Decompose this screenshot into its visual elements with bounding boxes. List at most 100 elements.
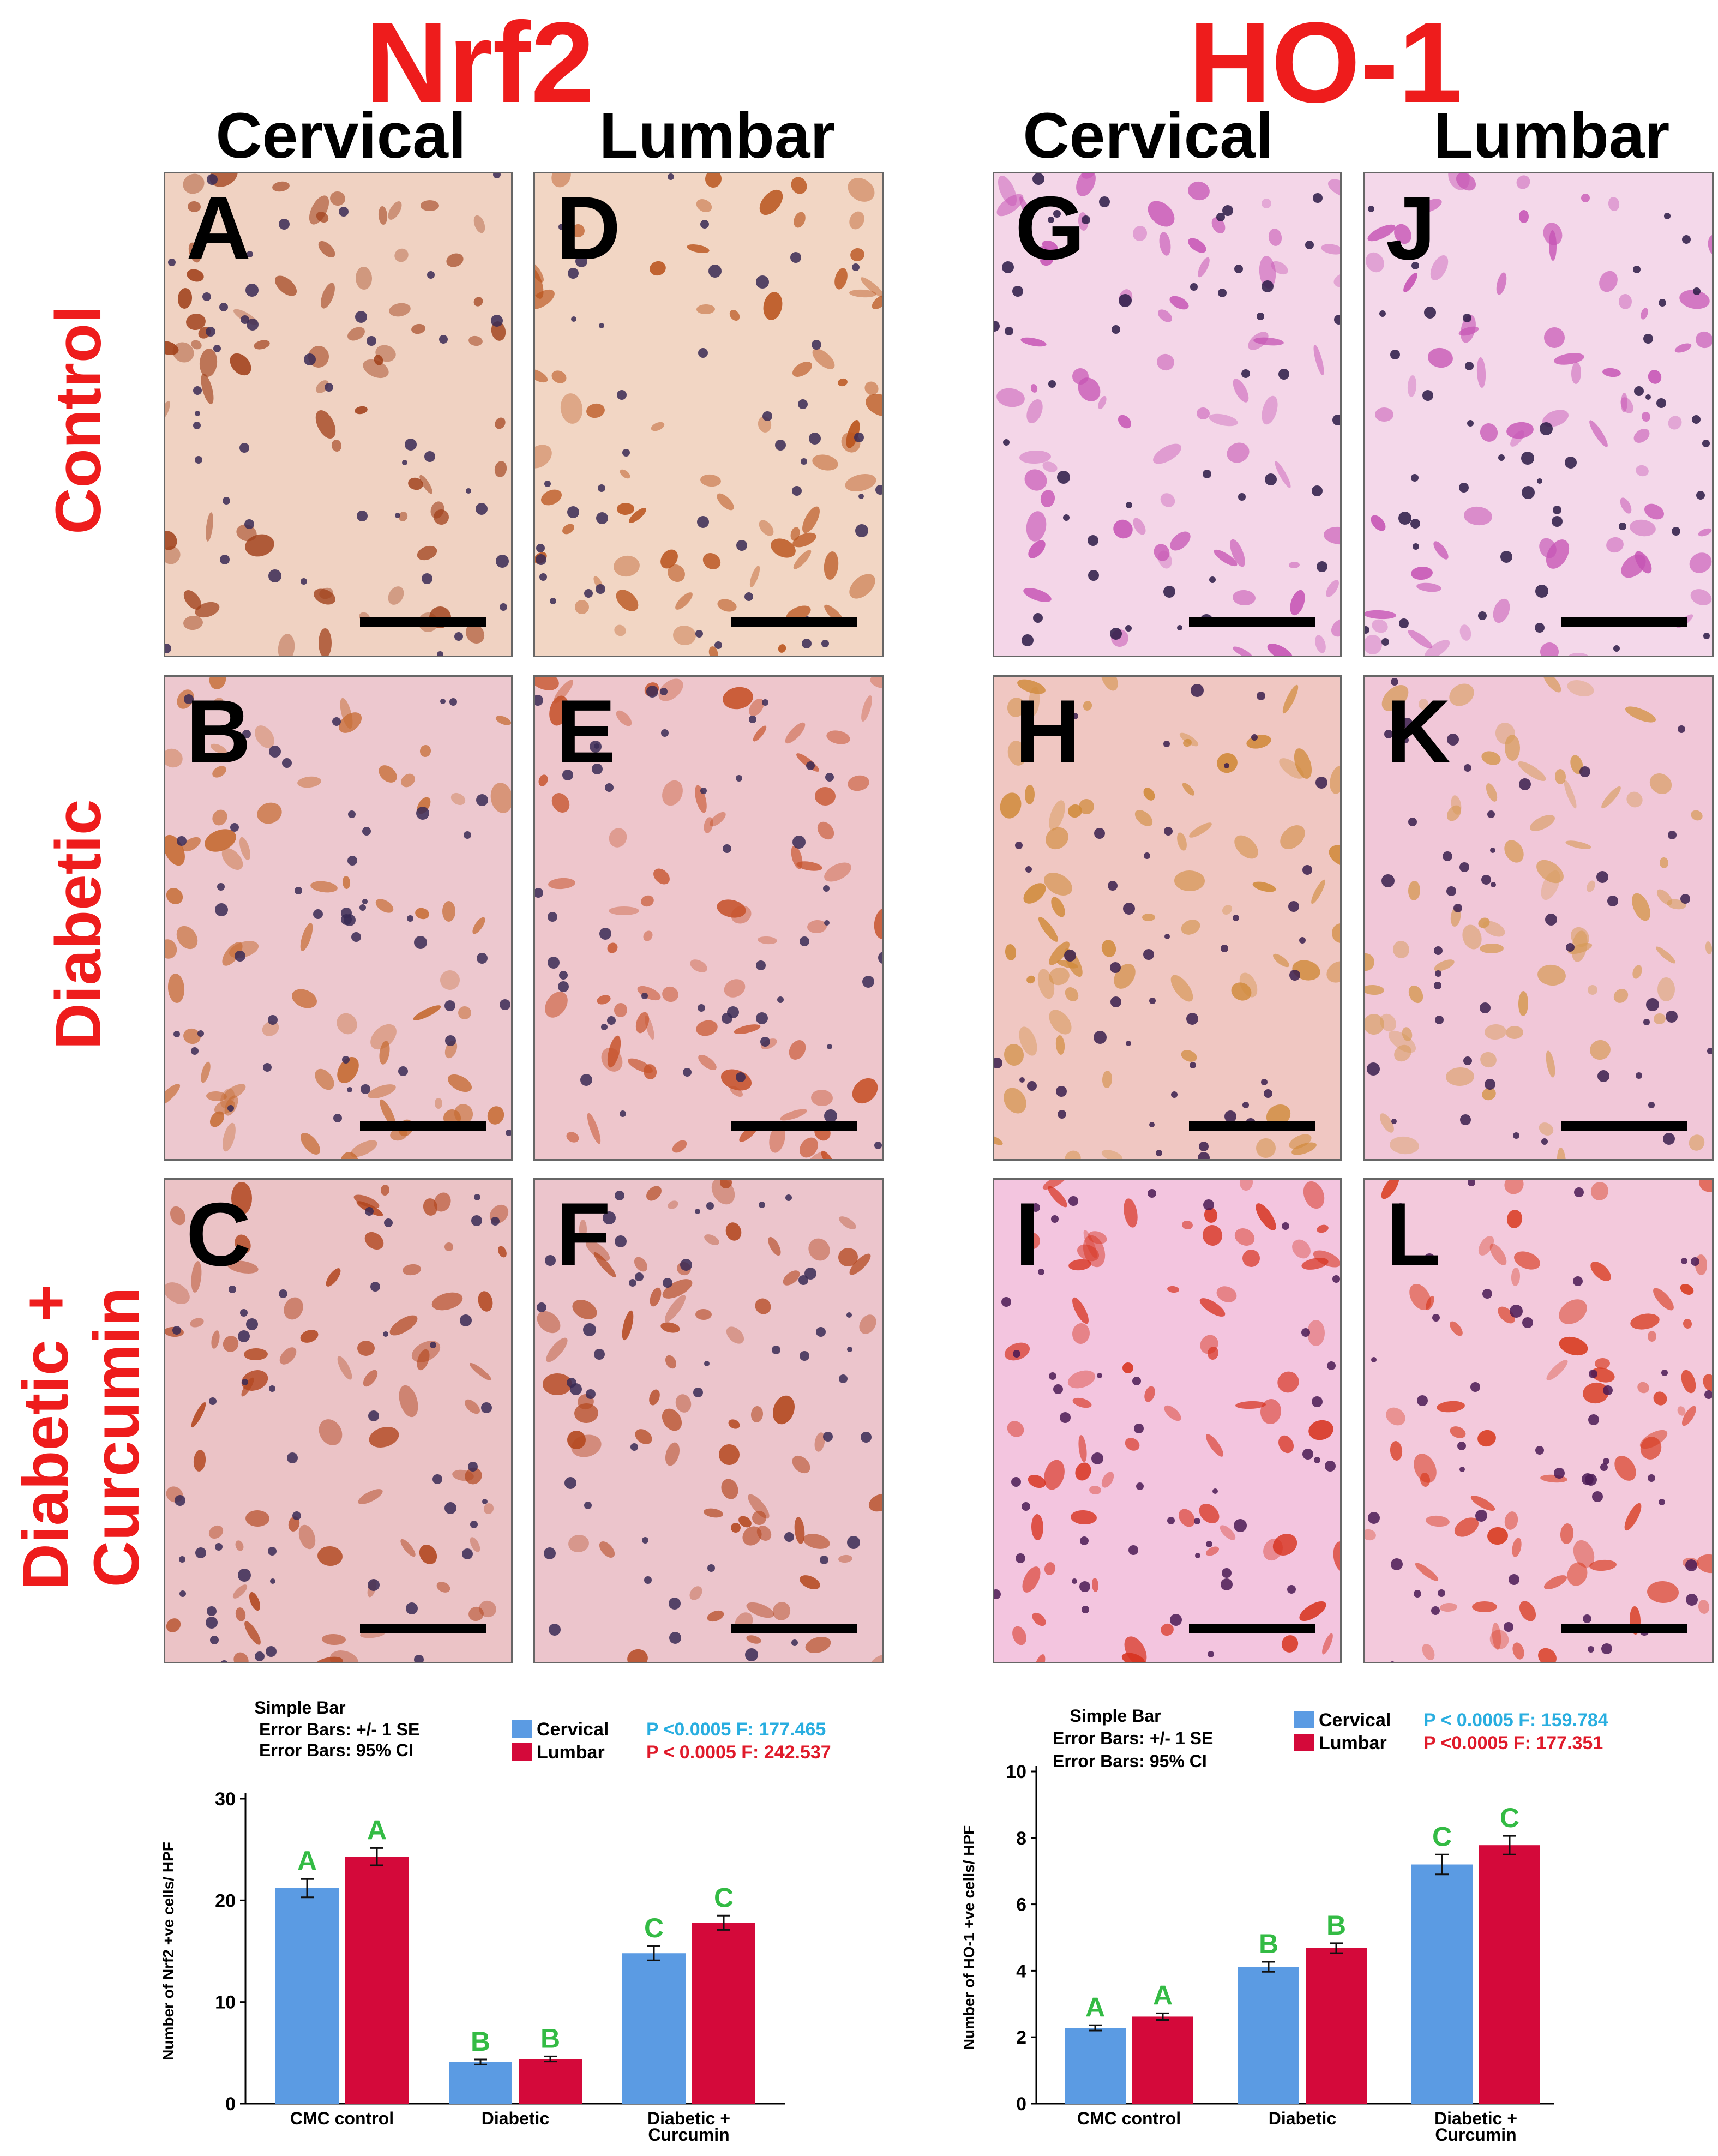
y-axis-label: Number of HO-1 +ve cells/ HPF [960, 1825, 977, 2050]
ho1-bar-chart: 0 2 4 6 8 10 Number of HO-1 +ve cells/ HPF A A CM… [960, 1706, 1608, 2145]
scale-bar [360, 1121, 486, 1131]
legend-label-lumbar: Lumbar [1319, 1733, 1387, 1753]
column-header-lumbar-nrf2: Lumbar [599, 100, 836, 172]
tissue-texture [165, 173, 509, 656]
row-label-diabetic-curcumin: Diabetic + Curcumin [10, 1284, 153, 1590]
tissue-texture [535, 677, 882, 1159]
y-tick-label: 10 [1006, 1762, 1026, 1782]
y-tick-label: 6 [1016, 1895, 1026, 1915]
bar-lumbar-2 [1479, 1845, 1540, 2104]
ho1-title: HO-1 [1188, 0, 1462, 127]
panel-letter: B [186, 681, 251, 782]
legend-swatch-lumbar [512, 1743, 532, 1761]
legend-label-cervical: Cervical [537, 1719, 609, 1740]
panel-letter: L [1386, 1184, 1441, 1284]
legend-stat-cervical: P < 0.0005 F: 159.784 [1423, 1710, 1608, 1731]
panel-letter: J [1386, 178, 1436, 278]
micrograph-panel-f: F [533, 1178, 884, 1663]
tissue-texture [1365, 173, 1712, 656]
tissue-texture [535, 173, 882, 656]
scale-bar [731, 1624, 857, 1633]
micrograph-panel-g: G [993, 172, 1342, 657]
panel-letter: I [1015, 1184, 1040, 1284]
chart-info-line: Error Bars: 95% CI [259, 1740, 413, 1760]
scale-bar [1561, 1121, 1687, 1131]
scale-bar [1189, 1121, 1315, 1131]
nrf2-bar-chart: 0 10 20 30 Number of Nrf2 +ve cells/ HPF A A CM… [160, 1698, 831, 2145]
bar-cervical-2 [1411, 1864, 1473, 2104]
legend-swatch-cervical [1294, 1711, 1314, 1728]
chart-info-line: Error Bars: +/- 1 SE [259, 1720, 419, 1739]
significance-letter: B [471, 2026, 490, 2057]
significance-letter: C [714, 1882, 734, 1913]
chart-info-line: Error Bars: +/- 1 SE [1053, 1728, 1213, 1748]
legend-stat-cervical: P <0.0005 F: 177.465 [646, 1719, 826, 1740]
panel-letter: D [556, 178, 621, 278]
legend-stat-lumbar: P <0.0005 F: 177.351 [1423, 1733, 1603, 1753]
legend-label-cervical: Cervical [1319, 1710, 1391, 1731]
bar-cervical-2 [622, 1953, 686, 2104]
significance-letter: A [367, 1815, 387, 1845]
x-category-label: Curcumin [1435, 2125, 1516, 2145]
y-tick-label: 2 [1016, 2027, 1026, 2048]
panel-letter: K [1386, 681, 1451, 782]
y-tick-label: 20 [215, 1890, 236, 1911]
tissue-texture [537, 1180, 882, 1662]
row-label-diabetic: Diabetic [43, 799, 115, 1050]
y-tick-label: 0 [225, 2094, 236, 2115]
panel-letter: C [186, 1184, 251, 1284]
significance-letter: C [644, 1913, 664, 1943]
x-category-label: Diabetic [1269, 2109, 1336, 2128]
scale-bar [731, 617, 857, 627]
tissue-texture [994, 173, 1340, 656]
y-axis-label: Number of Nrf2 +ve cells/ HPF [160, 1842, 177, 2061]
nrf2-title: Nrf2 [365, 0, 595, 127]
row-label-line1: Diabetic + [10, 1284, 82, 1590]
x-category-label: Curcumin [648, 2125, 729, 2145]
scale-bar [1189, 1624, 1315, 1633]
panel-letter: H [1015, 681, 1080, 782]
panel-letter: F [556, 1184, 611, 1284]
scale-bar [1561, 617, 1687, 627]
significance-letter: C [1500, 1803, 1519, 1833]
legend-label-lumbar: Lumbar [537, 1742, 605, 1763]
y-tick-label: 30 [215, 1789, 236, 1810]
micrograph-panel-j: J [1363, 172, 1714, 657]
row-label-line2: Curcumin [81, 1287, 153, 1588]
scale-bar [1561, 1624, 1687, 1633]
column-header-lumbar-ho1: Lumbar [1433, 100, 1670, 172]
panel-letter: E [556, 681, 616, 782]
panel-letter: A [186, 178, 251, 278]
micrograph-panel-b: B [164, 675, 513, 1161]
y-tick-label: 4 [1016, 1961, 1026, 1981]
tissue-texture [1365, 1180, 1712, 1662]
significance-letter: B [1259, 1929, 1278, 1959]
significance-letter: A [1085, 1992, 1105, 2022]
y-tick-label: 0 [1016, 2094, 1026, 2115]
micrograph-panel-h: H [993, 675, 1342, 1161]
scale-bar [731, 1121, 857, 1131]
significance-letter: A [1153, 1980, 1173, 2010]
column-header-cervical-nrf2: Cervical [215, 100, 466, 172]
y-tick-label: 8 [1016, 1828, 1026, 1849]
significance-letter: B [540, 2023, 560, 2053]
significance-letter: C [1432, 1821, 1452, 1852]
micrograph-panel-l: L [1363, 1178, 1714, 1663]
bar-lumbar-2 [692, 1923, 755, 2104]
tissue-texture [1365, 677, 1712, 1159]
row-label-control: Control [43, 305, 115, 535]
bar-cervical-1 [1238, 1967, 1299, 2104]
scale-bar [360, 1624, 486, 1633]
significance-letter: B [1326, 1910, 1346, 1941]
x-category-label: CMC control [290, 2109, 394, 2128]
bar-cervical-0 [1065, 2028, 1126, 2104]
micrograph-panel-d: D [533, 172, 884, 657]
micrograph-panel-c: C [164, 1178, 513, 1663]
y-tick-label: 10 [215, 1992, 236, 2013]
bar-lumbar-1 [1306, 1948, 1367, 2104]
micrograph-panel-i: I [993, 1178, 1342, 1663]
tissue-texture [165, 677, 511, 1159]
chart-info-line: Simple Bar [254, 1698, 345, 1717]
x-category-label: Diabetic [482, 2109, 549, 2128]
tissue-texture [994, 1180, 1340, 1662]
